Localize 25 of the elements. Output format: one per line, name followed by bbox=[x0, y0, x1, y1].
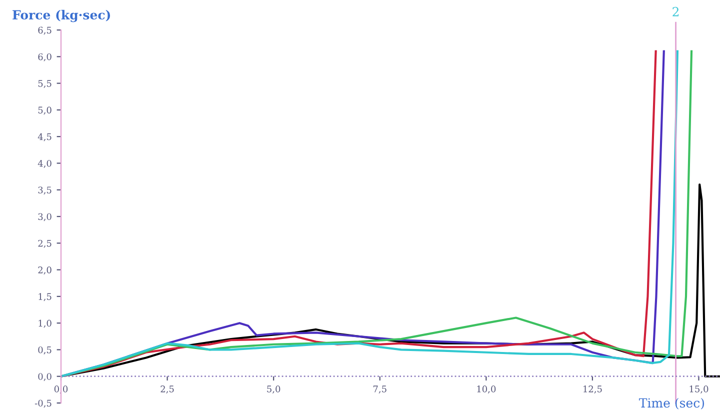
x-tick-label: 5,0 bbox=[267, 386, 280, 394]
y-tick-label: 0,0 bbox=[38, 373, 52, 382]
y-tick-label: 3,5 bbox=[38, 186, 52, 195]
x-axis-title: Time (sec) bbox=[638, 398, 704, 410]
y-tick-label: 5,5 bbox=[38, 80, 52, 88]
y-tick-label: 4,5 bbox=[38, 133, 52, 142]
y-tick-label: -0,5 bbox=[34, 400, 52, 408]
y-tick-label: 1,5 bbox=[38, 293, 52, 302]
y-axis-title: Force (kg·sec) bbox=[12, 10, 110, 22]
y-tick-label: 3,0 bbox=[38, 213, 52, 222]
y-tick-label: 5,0 bbox=[38, 106, 52, 115]
x-tick-label: 12,5 bbox=[584, 386, 602, 394]
line-series bbox=[61, 183, 720, 378]
y-tick-label: 1,0 bbox=[38, 320, 52, 328]
y-tick-label: 2,5 bbox=[38, 240, 52, 248]
y-tick-label: 2,0 bbox=[38, 266, 52, 274]
y-tick-label: 4,0 bbox=[38, 160, 52, 168]
y-tick-label: 6,0 bbox=[38, 53, 52, 62]
y-tick-label: 0,5 bbox=[38, 346, 52, 354]
x-tick-label: 10,0 bbox=[477, 386, 496, 394]
x-tick-label: 7,5 bbox=[373, 386, 386, 394]
x-tick-label: 2,5 bbox=[160, 386, 174, 394]
y-tick-label: 6,5 bbox=[38, 26, 52, 35]
x-tick-label: 15,0 bbox=[690, 386, 708, 394]
text: 2 bbox=[672, 6, 679, 16]
